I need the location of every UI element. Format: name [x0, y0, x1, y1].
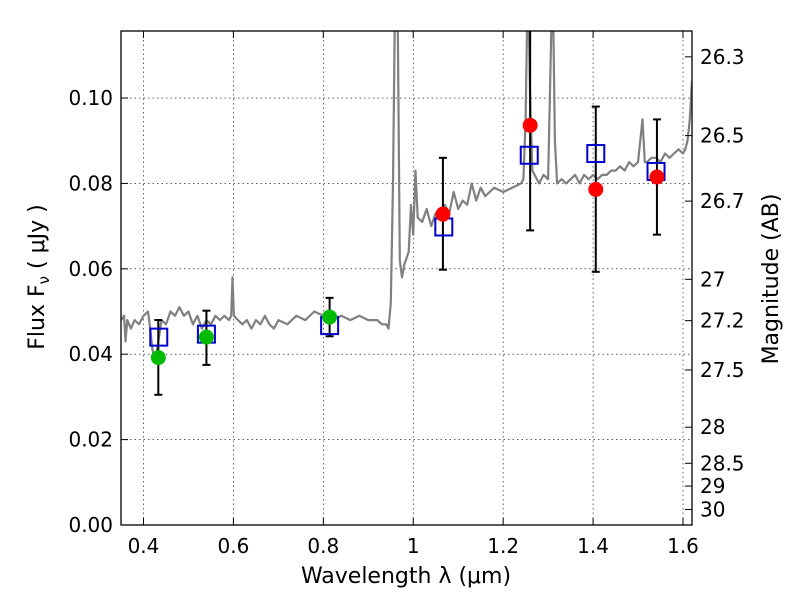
y-axis-label: Flux Fν ( μJy ): [25, 204, 53, 349]
observed-point: [649, 169, 665, 185]
model-point: [586, 144, 606, 164]
observed-point: [522, 117, 538, 133]
y2-tick-label: 30: [700, 497, 725, 521]
x-tick-label: 0.8: [307, 534, 339, 558]
spectrum-line: [121, 31, 692, 360]
observed-point: [198, 329, 214, 345]
x-tick-label: 0.4: [128, 534, 160, 558]
y2-tick-label: 26.7: [700, 189, 745, 213]
observed-points-series: [150, 117, 665, 366]
y-tick-label: 0.06: [68, 257, 113, 281]
plot-frame: [120, 30, 693, 526]
x-tick-label: 1.2: [487, 534, 519, 558]
y2-tick-label: 27.5: [700, 358, 745, 382]
model-point: [149, 327, 169, 347]
observed-point: [588, 181, 604, 197]
observed-point: [322, 309, 338, 325]
y-axis-label-subscript: ν: [35, 276, 53, 284]
x-axis-label: Wavelength λ (μm): [301, 564, 511, 589]
x-tick-label: 1: [407, 534, 420, 558]
model-point: [519, 145, 539, 165]
x-axis-ticks: 0.4 0.6 0.8 1 1.2 1.4 1.6: [128, 31, 699, 558]
y-axis-label-unit: ( μJy ): [25, 204, 50, 276]
y-axis-label-main: Flux F: [25, 284, 50, 349]
error-bars: [154, 31, 661, 396]
x-tick-label: 0.6: [217, 534, 249, 558]
y-tick-label: 0.08: [68, 171, 113, 195]
y-tick-label: 0.02: [68, 428, 113, 452]
x-tick-label: 1.4: [577, 534, 609, 558]
model-points-series: [149, 144, 666, 347]
spectrum-series: [121, 31, 692, 360]
y2-tick-label: 26.3: [700, 45, 745, 69]
grid: [121, 31, 692, 526]
y2-tick-label: 26.5: [700, 124, 745, 148]
y-tick-label: 0.00: [68, 513, 113, 537]
y-tick-label: 0.04: [68, 342, 113, 366]
y2-tick-label: 28.5: [700, 451, 745, 475]
y2-tick-label: 29: [700, 474, 725, 498]
observed-point: [150, 350, 166, 366]
y2-tick-label: 28: [700, 415, 725, 439]
observed-point: [435, 206, 451, 222]
x-tick-label: 1.6: [667, 534, 699, 558]
y2-tick-label: 27: [700, 267, 725, 291]
y2-axis-label: Magnitude (AB): [759, 194, 784, 365]
y2-tick-label: 27.2: [700, 309, 745, 333]
y-axis-ticks: 0.00 0.02 0.04 0.06 0.08 0.10: [68, 86, 128, 537]
y-tick-label: 0.10: [68, 86, 113, 110]
